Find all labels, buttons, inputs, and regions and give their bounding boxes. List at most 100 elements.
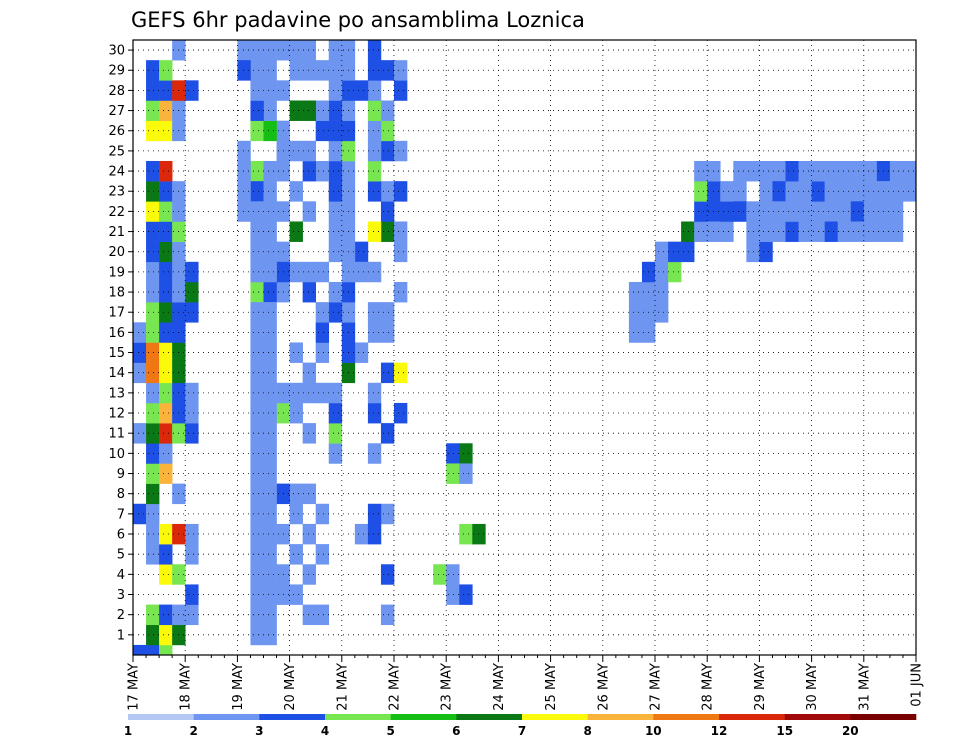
heatmap-cell: [263, 261, 277, 283]
heatmap-cell: [302, 281, 316, 303]
heatmap-cell: [133, 362, 147, 384]
heatmap-cell: [146, 221, 160, 242]
legend-swatch: [128, 714, 194, 720]
y-tick-label: 2: [117, 608, 125, 623]
heatmap-cell: [720, 201, 734, 222]
heatmap-cell: [367, 160, 382, 182]
heatmap-cell: [250, 60, 264, 81]
heatmap-cell: [263, 221, 277, 242]
heatmap-cell: [263, 120, 277, 142]
heatmap-cell: [146, 241, 160, 263]
heatmap-cell: [159, 443, 173, 464]
heatmap-cell: [798, 181, 812, 202]
heatmap-cell: [159, 160, 173, 182]
heatmap-cell: [146, 463, 160, 484]
heatmap-cell: [863, 160, 878, 182]
heatmap-cell: [263, 564, 277, 585]
heatmap-cell: [315, 100, 330, 121]
heatmap-cell: [185, 423, 199, 444]
heatmap-cell: [694, 160, 708, 182]
heatmap-cell: [733, 160, 747, 182]
heatmap-cell: [250, 120, 264, 142]
heatmap-cell: [159, 644, 173, 656]
heatmap-cell: [302, 40, 316, 61]
heatmap-cell: [263, 604, 277, 626]
heatmap-cell: [146, 362, 160, 384]
heatmap-cell: [681, 241, 695, 263]
y-tick-label: 19: [108, 265, 125, 280]
heatmap-cell: [250, 160, 264, 182]
heatmap-cell: [289, 261, 303, 283]
heatmap-cell: [824, 221, 838, 242]
heatmap-cell: [146, 60, 160, 81]
heatmap-cell: [146, 544, 160, 565]
heatmap-cell: [628, 322, 643, 343]
heatmap-cell: [159, 402, 173, 424]
heatmap-cell: [837, 221, 852, 242]
heatmap-cell: [185, 261, 199, 283]
heatmap-cell: [289, 40, 303, 61]
heatmap-cell: [446, 584, 460, 605]
heatmap-cell: [354, 241, 369, 263]
heatmap-cell: [250, 302, 264, 323]
heatmap-cell: [159, 221, 173, 242]
heatmap-cell: [159, 423, 173, 444]
heatmap-cell: [250, 181, 264, 202]
y-tick-label: 24: [108, 165, 125, 180]
heatmap-cell: [889, 181, 904, 202]
heatmap-cell: [380, 503, 395, 525]
heatmap-cell: [146, 120, 160, 142]
heatmap-cell: [315, 261, 330, 283]
heatmap-cell: [263, 463, 277, 484]
heatmap-cell: [289, 181, 303, 202]
heatmap-cell: [185, 584, 199, 605]
heatmap-cell: [367, 40, 382, 61]
heatmap-cell: [263, 60, 277, 81]
heatmap-cell: [394, 140, 408, 162]
heatmap-cell: [289, 402, 303, 424]
heatmap-cell: [328, 80, 343, 101]
heatmap-cell: [824, 160, 838, 182]
x-tick-label: 27 MAY: [649, 663, 664, 711]
heatmap-cell: [263, 281, 277, 303]
y-tick-label: 18: [108, 286, 125, 301]
heatmap-cell: [133, 503, 147, 525]
y-tick-label: 25: [108, 144, 125, 159]
heatmap-cell: [367, 80, 382, 101]
heatmap-cell: [315, 382, 330, 404]
heatmap-cell: [315, 302, 330, 323]
heatmap-cell: [315, 120, 330, 142]
heatmap-cell: [263, 382, 277, 404]
heatmap-cell: [263, 302, 277, 323]
heatmap-cell: [315, 503, 330, 525]
heatmap-cell: [250, 100, 264, 121]
heatmap-cell: [328, 241, 343, 263]
heatmap-cell: [263, 523, 277, 545]
heatmap-cell: [889, 221, 904, 242]
heatmap-cell: [785, 201, 799, 222]
heatmap-cell: [668, 261, 682, 283]
heatmap-cell: [837, 201, 852, 222]
heatmap-cell: [328, 201, 343, 222]
heatmap-cell: [354, 342, 369, 363]
heatmap-cell: [694, 181, 708, 202]
heatmap-cell: [146, 160, 160, 182]
heatmap-cell: [250, 80, 264, 101]
y-tick-label: 27: [108, 104, 125, 119]
heatmap-cell: [446, 463, 460, 484]
heatmap-cell: [159, 241, 173, 263]
heatmap-cell: [394, 221, 408, 242]
heatmap-cell: [159, 100, 173, 121]
heatmap-cell: [459, 463, 473, 484]
heatmap-cell: [733, 181, 747, 202]
heatmap-cell: [328, 281, 343, 303]
heatmap-cell: [146, 80, 160, 101]
heatmap-cell: [354, 523, 369, 545]
legend-swatch: [259, 714, 326, 720]
x-tick-label: 20 MAY: [283, 663, 298, 711]
heatmap-cell: [250, 322, 264, 343]
heatmap-cell: [146, 483, 160, 505]
heatmap-cell: [250, 544, 264, 565]
heatmap-cell: [146, 644, 160, 656]
heatmap-cell: [367, 302, 382, 323]
